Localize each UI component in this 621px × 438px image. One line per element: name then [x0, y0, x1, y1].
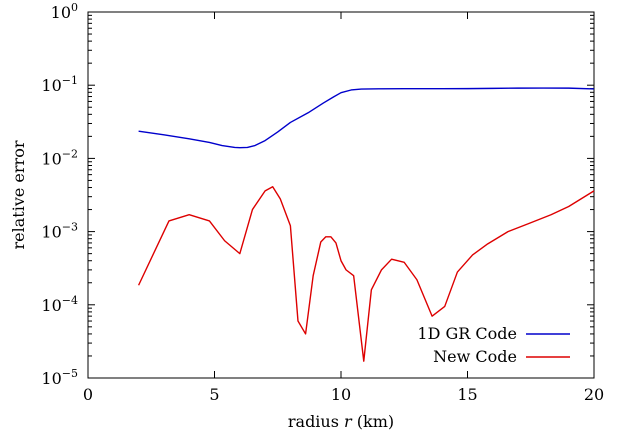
- tick-labels: 0 5 10 15 20 10−5 10−4 10−3 10−2 10−1 100: [41, 1, 604, 404]
- y-tick-label: 10−5: [41, 367, 78, 388]
- x-tick-label: 5: [209, 385, 219, 404]
- y-tick-label: 100: [51, 1, 78, 22]
- series-line-1d-gr-code: [138, 87, 595, 149]
- x-tick-label: 20: [584, 385, 604, 404]
- legend-label-1d-gr-code: 1D GR Code: [417, 324, 517, 343]
- x-tick-label: 0: [83, 385, 93, 404]
- legend-label-new-code: New Code: [433, 347, 517, 366]
- plot-frame: [87, 11, 595, 379]
- x-axis-label: radius r (km): [288, 412, 394, 431]
- x-tick-label: 10: [331, 385, 351, 404]
- axis-ticks: [87, 11, 595, 379]
- y-tick-label: 10−3: [41, 221, 78, 242]
- legend: 1D GR Code New Code: [417, 324, 570, 366]
- series-lines: [137, 87, 595, 362]
- x-tick-label: 15: [457, 385, 477, 404]
- series-line-new-code: [137, 186, 595, 362]
- y-tick-label: 10−1: [41, 74, 78, 95]
- y-axis-label: relative error: [9, 140, 28, 249]
- y-tick-label: 10−4: [41, 294, 78, 315]
- y-tick-label: 10−2: [41, 147, 78, 168]
